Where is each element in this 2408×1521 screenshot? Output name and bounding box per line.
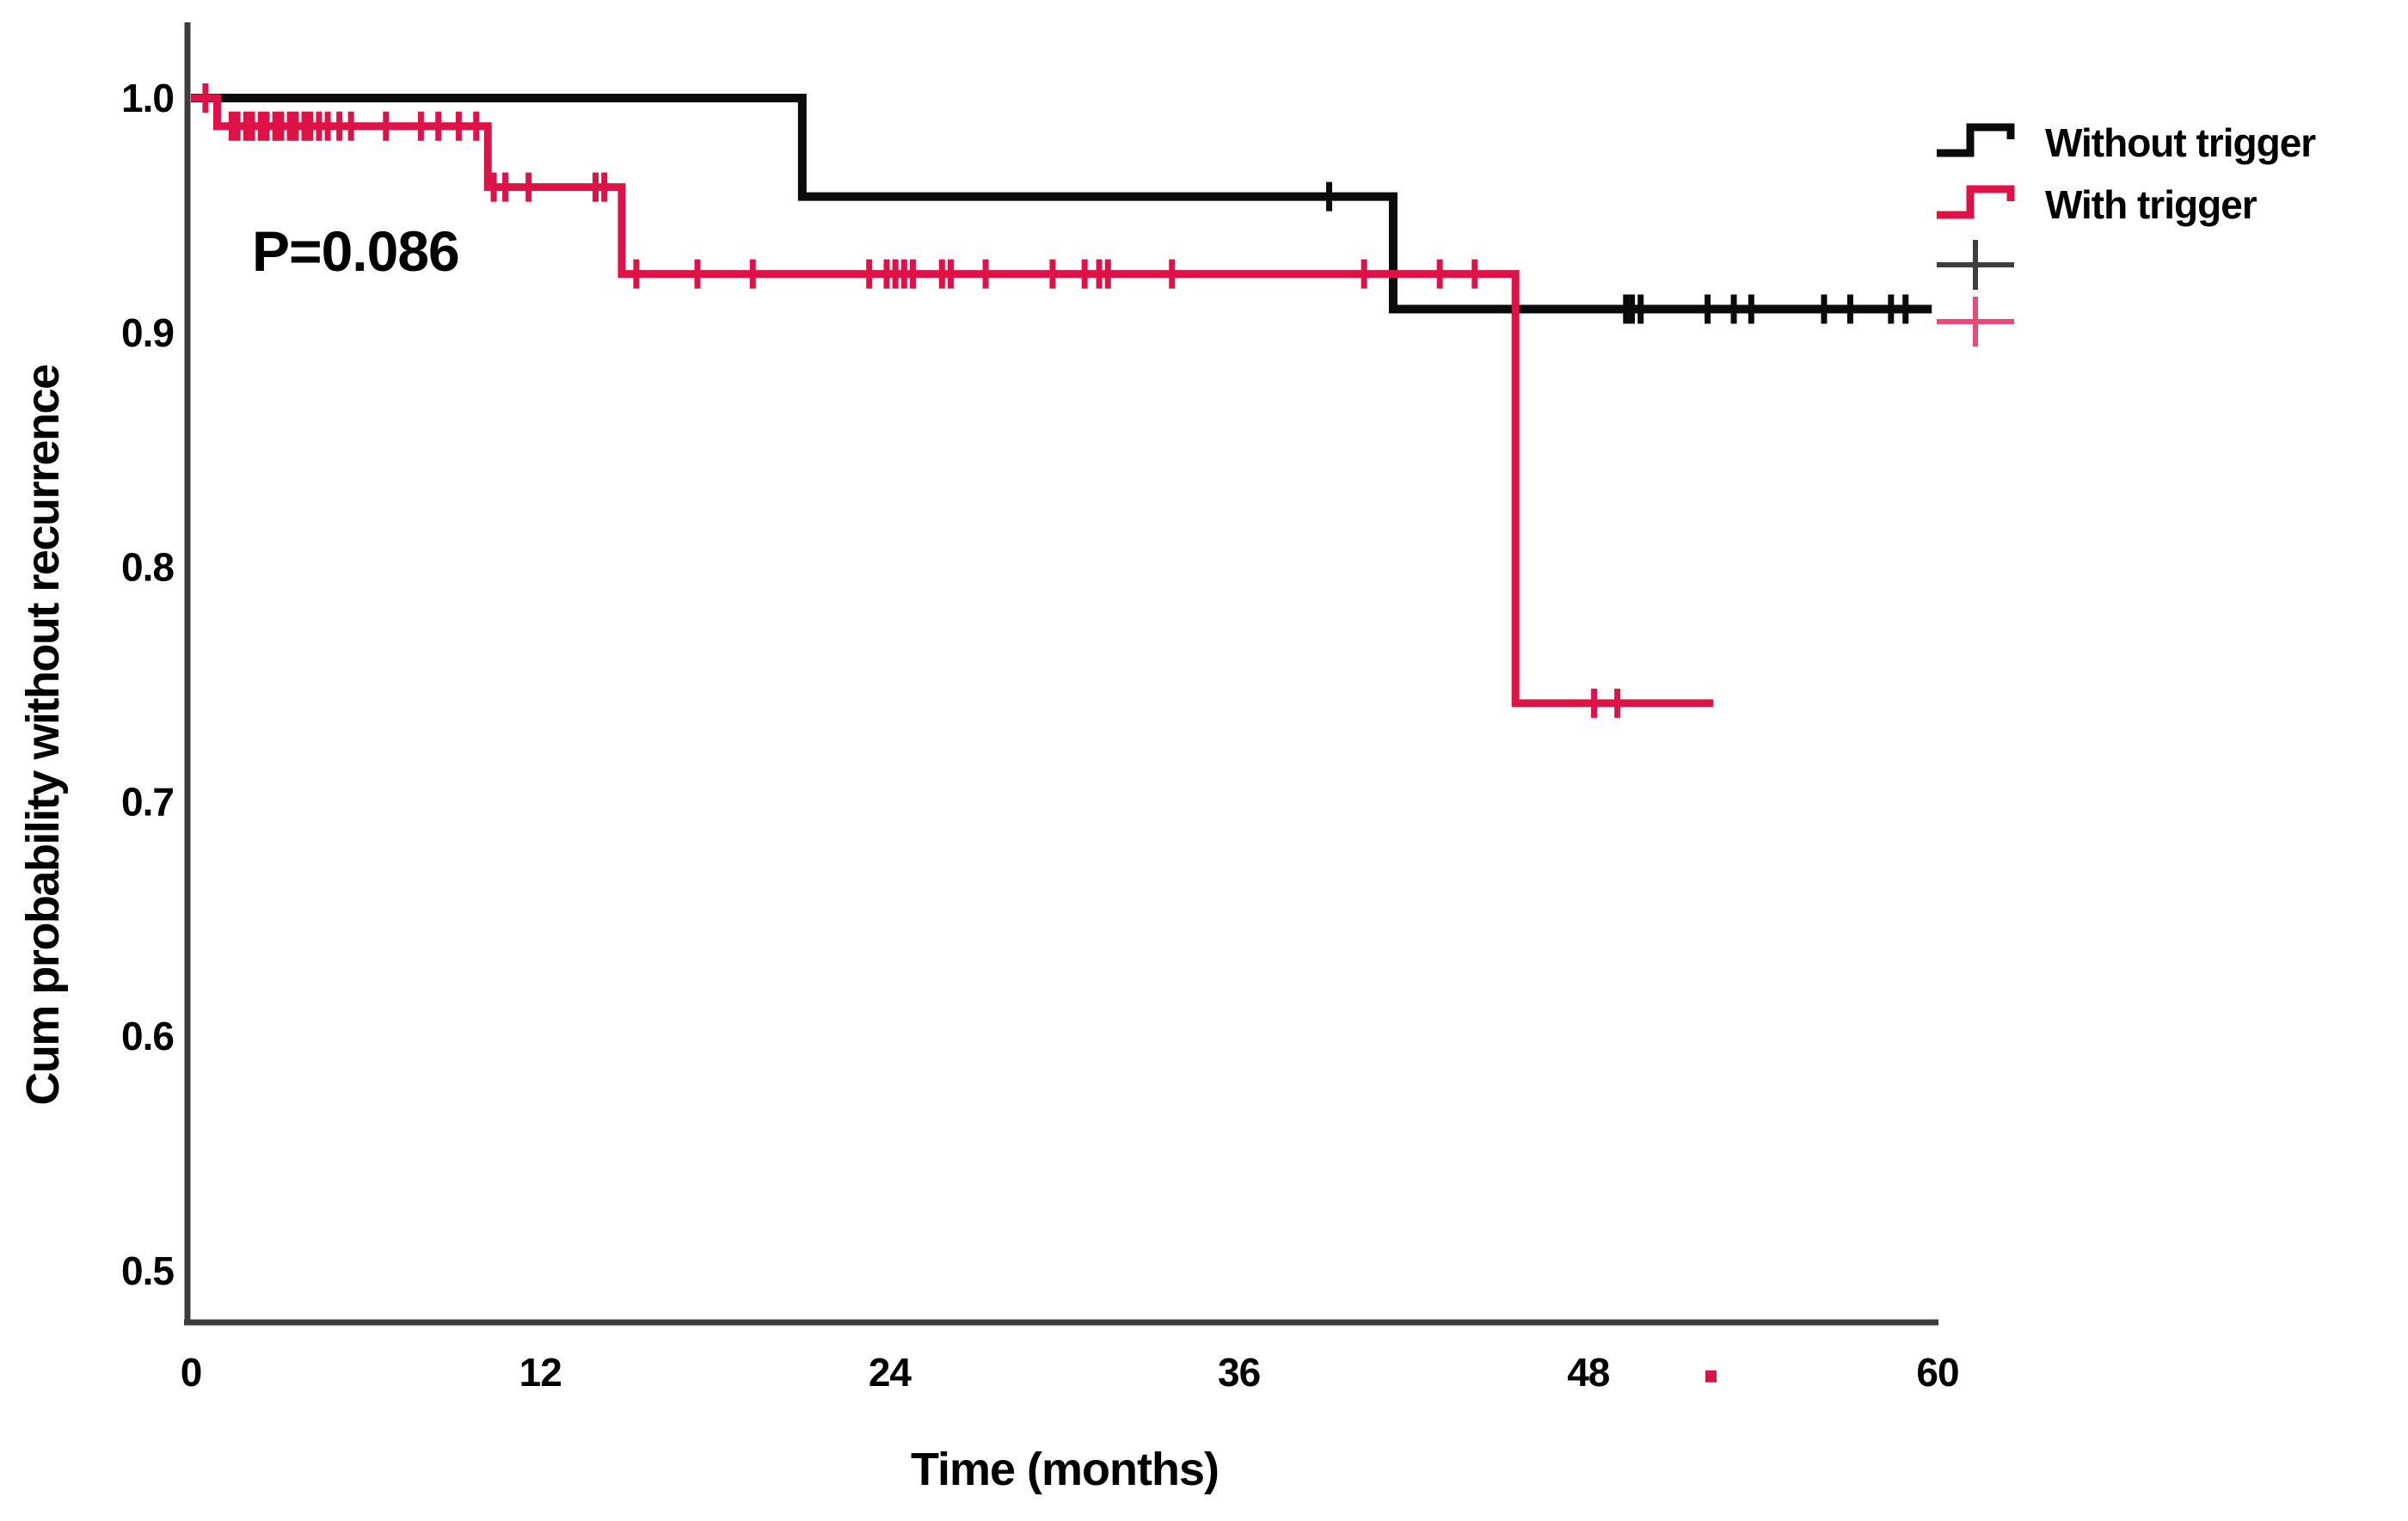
legend-label-with-trigger: With trigger <box>2045 182 2258 227</box>
y-tick-label: 0.8 <box>121 545 174 590</box>
x-axis-title: Time (months) <box>910 1444 1219 1495</box>
stray-censor-mark <box>1705 1370 1717 1383</box>
y-tick-label: 0.7 <box>121 779 174 824</box>
x-tick-label: 36 <box>1218 1350 1260 1395</box>
x-tick-label: 48 <box>1567 1350 1610 1395</box>
p-value-annotation: P=0.086 <box>252 219 460 283</box>
y-tick-label: 0.6 <box>121 1014 174 1058</box>
y-tick-label: 0.5 <box>121 1248 174 1293</box>
x-tick-label: 24 <box>869 1350 912 1395</box>
y-tick-label: 0.9 <box>121 310 174 355</box>
legend-step-line-icon <box>1937 123 2015 157</box>
legend-step-line-icon <box>1937 185 2015 219</box>
x-tick-label: 60 <box>1916 1350 1958 1395</box>
y-tick-label: 1.0 <box>121 76 174 120</box>
y-axis-title: Cum probability without recurrence <box>17 365 69 1106</box>
x-tick-label: 12 <box>519 1350 562 1395</box>
legend-censor-plus-icon <box>1937 240 2014 290</box>
survival-curve-without-trigger <box>191 94 1932 314</box>
legend-label-without-trigger: Without trigger <box>2045 120 2316 165</box>
survival-curve-with-trigger <box>191 94 1714 708</box>
legend-censor-plus-icon <box>1937 297 2014 347</box>
x-tick-label: 0 <box>181 1350 202 1395</box>
